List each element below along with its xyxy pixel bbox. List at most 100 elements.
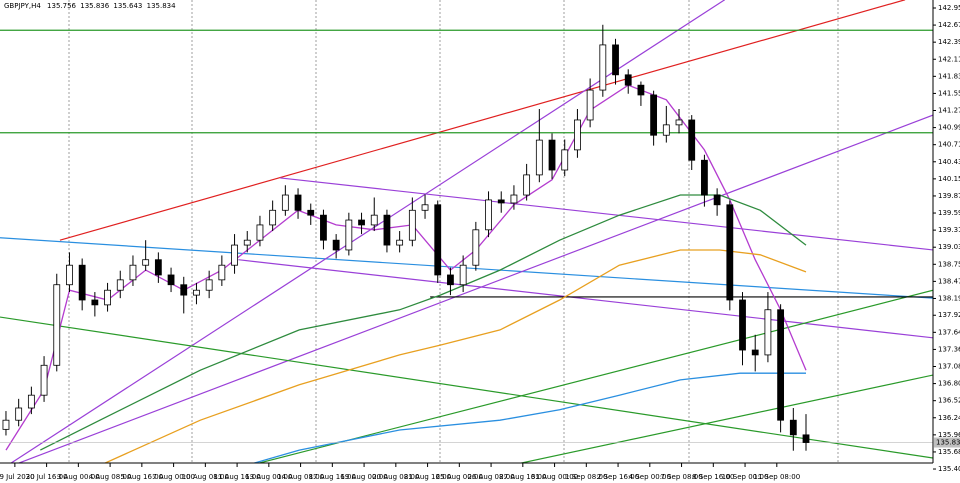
y-tick-label: 138.195 [938, 294, 960, 302]
open-value: 135.756 [47, 2, 76, 10]
candle-body [154, 259, 162, 276]
candle-body [383, 214, 391, 246]
x-tick-label: 14 Aug 08:00 [277, 473, 324, 481]
y-tick-label: 135.680 [938, 448, 960, 456]
candle-body [66, 264, 73, 286]
y-tick-label: 142.395 [938, 38, 960, 46]
y-tick-label: 141.555 [938, 89, 960, 97]
header: GBPJPY,H4 135.756 135.836 135.643 135.83… [4, 2, 176, 10]
candle-body [205, 279, 213, 291]
candle-body [193, 289, 200, 296]
trend-line [0, 316, 933, 459]
candle-body [129, 264, 137, 281]
x-tick-label: 17 Aug 16:00 [309, 473, 356, 481]
y-tick-label: 142.955 [938, 4, 960, 12]
candle-body [574, 119, 581, 151]
candle-body [2, 419, 10, 430]
high-value: 135.836 [80, 2, 109, 10]
y-tick-label: 137.920 [938, 311, 960, 319]
candle-body [497, 199, 505, 204]
candle-body [612, 44, 619, 76]
moving-average [5, 84, 807, 451]
y-tick-label: 140.995 [938, 124, 960, 132]
y-tick-label: 135.960 [938, 431, 960, 439]
candle-body [777, 309, 785, 421]
trend-line [280, 177, 933, 251]
y-tick-label: 137.360 [938, 345, 960, 353]
x-tick-label: 13 Aug 00:00 [245, 473, 292, 481]
candle-body [688, 119, 696, 161]
candle-body [713, 194, 721, 206]
candle-body [599, 44, 607, 91]
candle-body [53, 284, 61, 366]
candle-body [256, 224, 264, 241]
candle-body [40, 364, 48, 396]
x-tick-label: 27 Aug 16:00 [499, 473, 546, 481]
x-tick-label: 2 Sep 16:00 [597, 473, 639, 481]
day-separators [68, 0, 839, 463]
candle-body [421, 204, 429, 211]
x-tick-label: 3 Aug 00:00 [57, 473, 100, 481]
y-tick-label: 138.755 [938, 260, 960, 268]
candle-body [726, 204, 734, 301]
x-tick-label: 31 Aug 00:00 [531, 473, 578, 481]
candle-body [307, 209, 315, 216]
y-tick-label: 139.595 [938, 209, 960, 217]
candle-body [180, 284, 188, 296]
candle-body [78, 264, 86, 301]
candle-body [370, 214, 378, 226]
y-tick-label: 141.275 [938, 107, 960, 115]
candle-body [510, 194, 518, 204]
candle-body [447, 274, 454, 286]
candle-body [218, 264, 226, 281]
x-tick-label: 10 Sep 00:00 [722, 473, 769, 481]
low-value: 135.643 [113, 2, 142, 10]
candle-body [637, 84, 645, 96]
close-value: 135.834 [147, 2, 176, 10]
y-tick-label: 140.715 [938, 141, 960, 149]
axes: 142.955 142.675 142.395 142.115 141.835 141.5… [0, 4, 960, 481]
candle-body [764, 309, 772, 356]
candle-body [586, 89, 594, 121]
y-tick-label: 142.115 [938, 55, 960, 63]
candle-body [789, 419, 797, 436]
candle-body [535, 139, 543, 176]
y-tick-label: 136.240 [938, 414, 960, 422]
candle-body [91, 299, 99, 306]
candle-body [624, 74, 632, 86]
candle-body [751, 349, 759, 356]
last-price-box [934, 437, 960, 448]
candle-body [650, 94, 658, 136]
candle-body [320, 214, 327, 241]
candle-body [396, 239, 404, 246]
x-tick-label: 5 Aug 16:00 [120, 473, 163, 481]
x-tick-label: 30 Jul 16:00 [26, 473, 68, 481]
candle-body [332, 239, 340, 251]
trend-line [257, 289, 933, 463]
candle-body [358, 219, 365, 226]
y-tick-label: 136.520 [938, 397, 960, 405]
last-price-label: 135.834 [936, 439, 960, 447]
y-tick-label: 140.435 [938, 158, 960, 166]
candle-body [548, 139, 556, 171]
y-tick-label: 142.675 [938, 21, 960, 29]
candle-body [434, 204, 442, 276]
candle-body [701, 159, 708, 196]
candle-body [523, 174, 531, 196]
x-tick-label: 26 Aug 08:00 [467, 473, 514, 481]
x-tick-label: 4 Aug 08:00 [89, 473, 132, 481]
candle-body [345, 219, 353, 251]
candle-body [281, 194, 289, 211]
candle-body [561, 149, 569, 171]
candle-body [269, 209, 277, 226]
x-tick-label: 10 Aug 08:00 [182, 473, 229, 481]
trend-line [518, 374, 933, 463]
symbol: GBPJPY,H4 [4, 2, 41, 10]
candle-body [167, 274, 175, 286]
candle-body [408, 209, 416, 241]
x-tick-label: 25 Aug 00:00 [436, 473, 483, 481]
candle-body [15, 407, 23, 421]
candle-body [231, 244, 238, 266]
